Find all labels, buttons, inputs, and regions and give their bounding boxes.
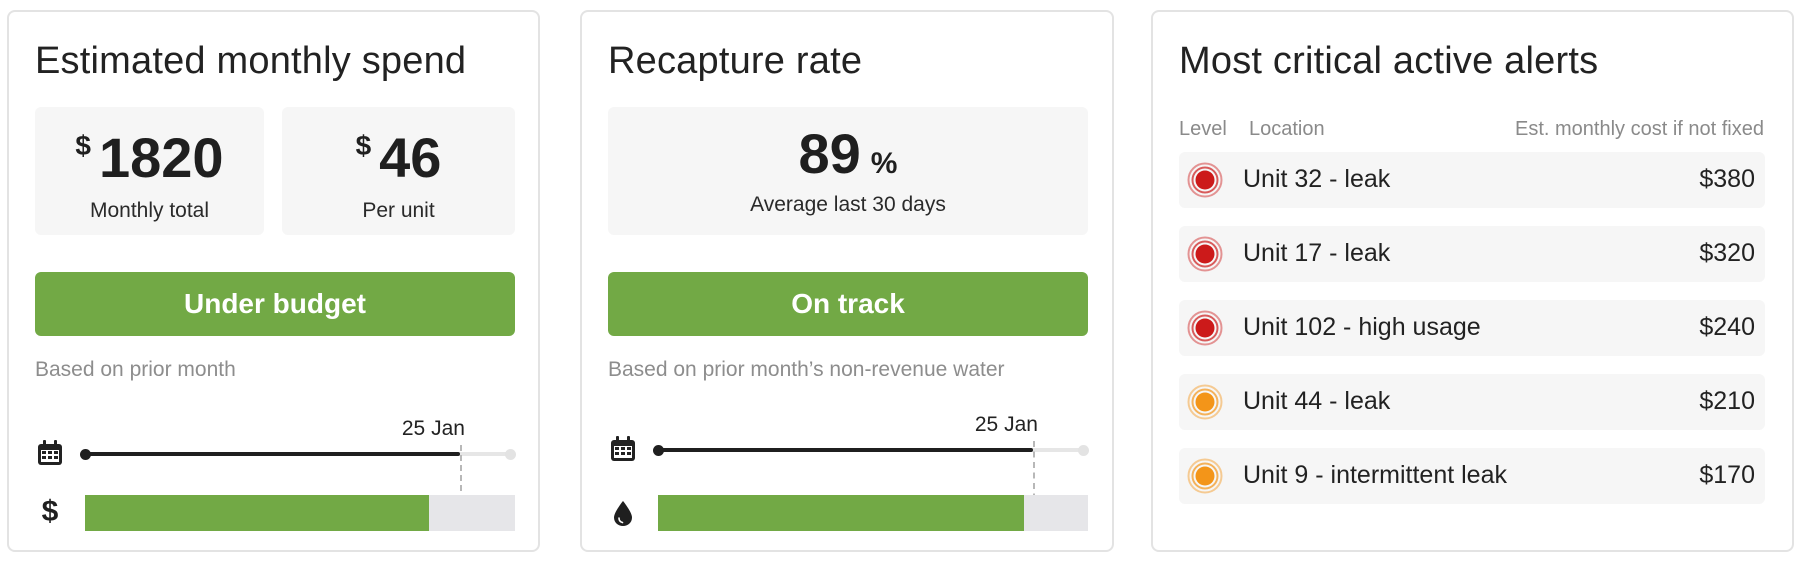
recapture-progress-bar xyxy=(658,495,1024,531)
critical-level-icon xyxy=(1187,310,1223,346)
timeline-elapsed xyxy=(85,452,460,456)
card-title: Estimated monthly spend xyxy=(35,40,467,82)
column-header-level: Level xyxy=(1179,118,1227,140)
calendar-icon xyxy=(35,439,65,469)
monthly-total-value: $1820 xyxy=(35,125,264,190)
timeline-date-label: 25 Jan xyxy=(401,417,465,440)
monthly-total-number: 1820 xyxy=(99,126,224,189)
alert-row[interactable]: Unit 102 - high usage $240 xyxy=(1179,300,1765,356)
monthly-total-box: $1820 Monthly total xyxy=(35,107,264,235)
percent-unit: % xyxy=(870,147,898,180)
alert-cost: $240 xyxy=(1699,313,1755,341)
timeline-elapsed xyxy=(658,448,1033,452)
recapture-rate-card: Recapture rate 89% Average last 30 days … xyxy=(580,10,1114,552)
recapture-basis-note: Based on prior month’s non-revenue water xyxy=(608,358,1005,381)
per-unit-number: 46 xyxy=(379,126,442,189)
alert-location: Unit 44 - leak xyxy=(1243,387,1391,415)
alert-cost: $380 xyxy=(1699,165,1755,193)
dollar-icon: $ xyxy=(41,495,59,528)
today-marker xyxy=(1032,441,1035,531)
water-drop-icon xyxy=(608,499,638,529)
calendar-icon xyxy=(608,435,638,465)
card-title: Recapture rate xyxy=(608,40,863,82)
alert-location: Unit 32 - leak xyxy=(1243,165,1391,193)
critical-level-icon xyxy=(1187,236,1223,272)
alert-row[interactable]: Unit 9 - intermittent leak $170 xyxy=(1179,448,1765,504)
spend-timeline: 25 Jan $ xyxy=(35,407,516,537)
critical-alerts-card: Most critical active alerts Level Locati… xyxy=(1151,10,1794,552)
alert-cost: $170 xyxy=(1699,461,1755,489)
alert-location: Unit 102 - high usage xyxy=(1243,313,1481,341)
card-title: Most critical active alerts xyxy=(1179,40,1599,82)
currency-symbol: $ xyxy=(75,130,91,161)
timeline-end-dot xyxy=(505,449,516,460)
recapture-timeline: 25 Jan xyxy=(608,407,1089,537)
recapture-status-badge: On track xyxy=(608,272,1088,336)
timeline-start-dot xyxy=(80,449,91,460)
alert-row[interactable]: Unit 32 - leak $380 xyxy=(1179,152,1765,208)
timeline-end-dot xyxy=(1078,445,1089,456)
warning-level-icon xyxy=(1187,458,1223,494)
critical-level-icon xyxy=(1187,162,1223,198)
currency-symbol: $ xyxy=(355,130,372,161)
budget-status-badge: Under budget xyxy=(35,272,515,336)
recapture-value: 89% xyxy=(608,121,1088,186)
recapture-value-box: 89% Average last 30 days xyxy=(608,107,1088,235)
alert-row[interactable]: Unit 44 - leak $210 xyxy=(1179,374,1765,430)
alert-cost: $320 xyxy=(1699,239,1755,267)
warning-level-icon xyxy=(1187,384,1223,420)
budget-basis-note: Based on prior month xyxy=(35,358,236,381)
column-header-location: Location xyxy=(1249,118,1325,140)
per-unit-box: $46 Per unit xyxy=(282,107,515,235)
alert-location: Unit 9 - intermittent leak xyxy=(1243,461,1507,489)
timeline-date-label: 25 Jan xyxy=(974,413,1038,436)
monthly-spend-card: Estimated monthly spend $1820 Monthly to… xyxy=(7,10,540,552)
timeline-start-dot xyxy=(653,445,664,456)
monthly-total-label: Monthly total xyxy=(89,199,210,222)
recapture-number: 89 xyxy=(798,122,861,185)
column-header-cost: Est. monthly cost if not fixed xyxy=(1515,118,1764,140)
today-marker xyxy=(459,445,462,531)
per-unit-label: Per unit xyxy=(362,199,435,222)
recapture-label: Average last 30 days xyxy=(750,193,946,216)
alert-location: Unit 17 - leak xyxy=(1243,239,1391,267)
per-unit-value: $46 xyxy=(282,125,515,190)
alert-row[interactable]: Unit 17 - leak $320 xyxy=(1179,226,1765,282)
spend-progress-bar xyxy=(85,495,429,531)
alert-cost: $210 xyxy=(1699,387,1755,415)
